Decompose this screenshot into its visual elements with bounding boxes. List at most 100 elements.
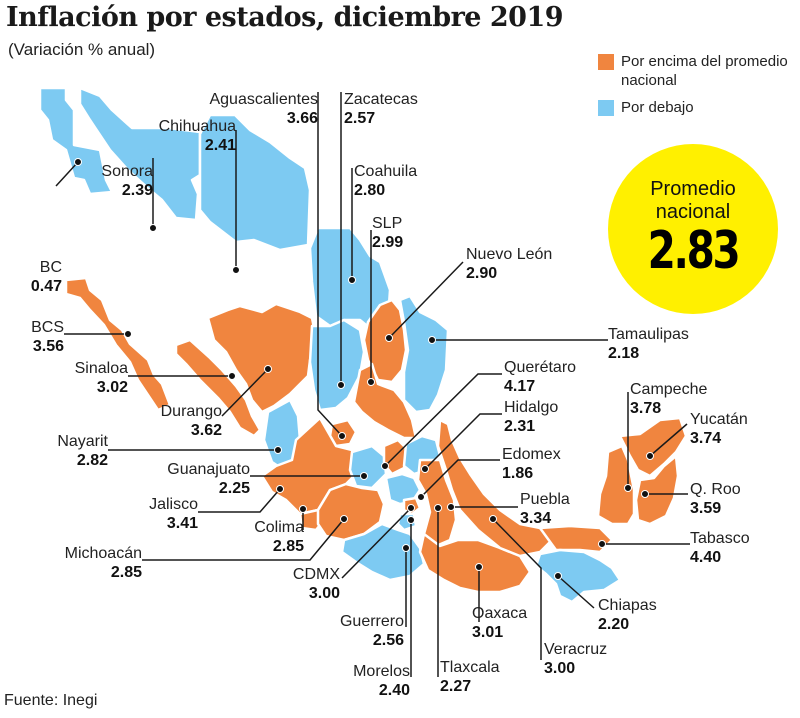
state-value: 2.31: [504, 418, 536, 435]
state-label-hidalgo: Hidalgo 2.31: [504, 398, 604, 436]
state-shape-puebla: [416, 458, 458, 548]
state-label-qroo: Q. Roo 3.59: [690, 480, 780, 518]
national-average-label-line2: nacional: [655, 201, 731, 223]
leader-line-hidalgo: [424, 413, 502, 470]
state-name: Hidalgo: [504, 399, 559, 416]
state-name: Coahuila: [354, 163, 418, 180]
state-label-guerrero: Guerrero 2.56: [308, 612, 404, 650]
state-name: Tlaxcala: [440, 659, 500, 676]
state-name: Aguascalientes: [209, 91, 318, 108]
state-label-slp: SLP 2.99: [372, 214, 432, 252]
leader-line-nuevoleon: [388, 261, 464, 339]
state-label-tlaxcala: Tlaxcala 2.27: [440, 658, 520, 696]
state-shape-campeche: [596, 444, 636, 526]
state-name: Tabasco: [690, 530, 750, 547]
state-marker-sinaloa: [228, 372, 236, 380]
state-value: 2.57: [344, 110, 376, 127]
state-name: Guerrero: [339, 613, 404, 630]
state-shape-durango: [206, 302, 318, 414]
state-shape-chiapas: [534, 548, 622, 604]
legend-item-below: Por debajo: [598, 98, 796, 117]
state-value: 3.41: [166, 515, 198, 532]
state-label-durango: Durango 3.62: [138, 402, 222, 440]
leader-line-chiapas: [557, 575, 595, 609]
state-marker-slp: [367, 378, 375, 386]
state-shape-sonora: [78, 86, 202, 222]
state-value: 2.56: [372, 632, 404, 649]
state-marker-cdmx: [407, 504, 415, 512]
state-label-yucatan: Yucatán 3.74: [690, 410, 780, 448]
state-name: Nuevo León: [466, 246, 553, 263]
state-marker-guerrero: [402, 544, 410, 552]
leader-line-durango: [221, 368, 269, 417]
state-marker-tlaxcala: [434, 504, 442, 512]
state-value: 2.39: [121, 182, 153, 199]
state-value: 3.62: [190, 422, 222, 439]
state-shape-edomex: [384, 472, 422, 506]
state-name: BCS: [31, 319, 64, 336]
leader-line-edomex: [420, 459, 500, 498]
state-label-sonora: Sonora 2.39: [83, 162, 153, 200]
state-label-sinaloa: Sinaloa 3.02: [48, 359, 128, 397]
state-shape-tamaulipas: [398, 294, 450, 414]
state-marker-jalisco: [276, 485, 284, 493]
state-marker-chiapas: [554, 572, 562, 580]
state-value: 3.02: [96, 379, 128, 396]
state-name: Oaxaca: [472, 605, 528, 622]
state-value: 3.66: [286, 110, 318, 127]
state-name: Jalisco: [149, 496, 198, 513]
state-value: 2.80: [354, 182, 386, 199]
state-name: Nayarit: [57, 433, 108, 450]
state-label-zacatecas: Zacatecas 2.57: [344, 90, 444, 128]
state-name: Chiapas: [598, 597, 657, 614]
state-shape-qroo: [634, 454, 680, 526]
state-label-puebla: Puebla 3.34: [520, 490, 600, 528]
state-value: 4.17: [504, 378, 536, 395]
state-shape-michoacan: [316, 482, 386, 542]
state-name: Campeche: [630, 381, 708, 398]
state-label-colima: Colima 2.85: [232, 518, 304, 556]
leader-line-bc: [55, 161, 79, 187]
state-marker-michoacan: [340, 515, 348, 523]
state-value: 2.18: [608, 345, 640, 362]
state-name: Zacatecas: [344, 91, 418, 108]
state-shape-bcs: [64, 276, 172, 412]
state-marker-guanajuato: [360, 472, 368, 480]
state-name: Guanajuato: [167, 461, 250, 478]
state-name: Colima: [254, 519, 304, 536]
state-value: 2.85: [272, 538, 304, 555]
state-label-campeche: Campeche 3.78: [630, 380, 720, 418]
state-marker-sonora: [149, 224, 157, 232]
state-name: SLP: [372, 215, 403, 232]
state-label-edomex: Edomex 1.86: [502, 445, 602, 483]
state-value: 3.00: [544, 660, 576, 677]
state-value: 2.99: [372, 234, 404, 251]
state-shape-guanajuato: [348, 444, 388, 490]
legend-swatch-above: [598, 54, 614, 70]
state-value: 0.47: [30, 278, 62, 295]
state-marker-aguascalientes: [338, 432, 346, 440]
state-marker-veracruz: [489, 515, 497, 523]
state-label-nayarit: Nayarit 2.82: [26, 432, 108, 470]
state-shape-chihuahua: [198, 113, 312, 252]
state-name: Querétaro: [504, 359, 577, 376]
state-name: Edomex: [502, 446, 561, 463]
state-label-guanajuato: Guanajuato 2.25: [146, 460, 250, 498]
state-marker-morelos: [407, 516, 415, 524]
state-marker-nuevoleon: [385, 334, 393, 342]
state-label-tabasco: Tabasco 4.40: [690, 529, 780, 567]
national-average-label: Promedio nacional: [608, 178, 778, 224]
state-value: 2.41: [204, 137, 236, 154]
state-value: 1.86: [502, 465, 534, 482]
state-name: Michoacán: [64, 545, 142, 562]
state-name: Q. Roo: [690, 481, 741, 498]
state-label-coahuila: Coahuila 2.80: [354, 162, 454, 200]
legend-item-above: Por encima del promedio nacional: [598, 52, 796, 90]
state-name: Sinaloa: [74, 360, 128, 377]
state-marker-puebla: [447, 503, 455, 511]
state-value: 2.85: [110, 564, 142, 581]
legend-label-above: Por encima del promedio nacional: [621, 53, 788, 89]
state-label-morelos: Morelos 2.40: [336, 662, 410, 700]
state-name: CDMX: [292, 566, 340, 583]
